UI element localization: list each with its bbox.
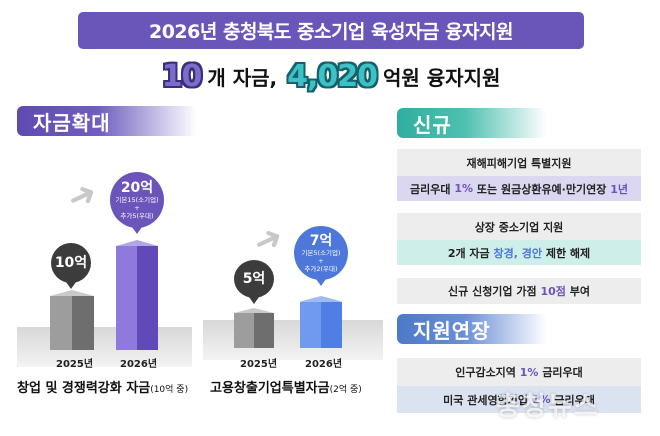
chart2-caption-text: 고용창출기업특별자금 <box>210 381 330 396</box>
new-item-listed-title: 상장 중소기업 지원 <box>397 213 641 240</box>
growth-arrow-icon: ➜ <box>60 171 104 221</box>
chart1-2026-detail-extra: 추가5(우대) <box>120 212 154 220</box>
text: 신규 신청기업 가점 <box>448 285 537 298</box>
highlight-funds: 창경, 경안 <box>493 246 543 260</box>
text: 제한 해제 <box>545 246 591 260</box>
text: 2개 자금 <box>447 246 490 260</box>
chart2-2026-detail-extra: 추가2(우대) <box>304 265 338 273</box>
highlight-period: 1년 <box>610 182 628 196</box>
section-heading-new: 신규 <box>397 108 547 138</box>
new-item-disaster-title: 재해피해기업 특별지원 <box>397 149 641 176</box>
extension-item-depopulation: 인구감소지역 1% 금리우대 <box>397 358 641 386</box>
chart2-2025-value-bubble: 5억 <box>234 260 274 304</box>
chart1-2026-detail-base: 기본15(소기업) <box>115 196 159 204</box>
chart1-caption: 창업 및 경쟁력강화 자금(10억 중) <box>17 377 188 396</box>
chart2-2026-value: 7억 <box>309 233 333 249</box>
text: 미국 관세영향기업 <box>443 393 528 407</box>
highlight-points: 10점 <box>540 285 566 298</box>
chart2-bar-2025 <box>234 308 274 348</box>
chart2-caption-note: (2억 중) <box>329 385 362 395</box>
highlight-rate: 1% <box>531 393 551 406</box>
section-heading-extension: 지원연장 <box>397 314 547 344</box>
chart1-2025-value-bubble: 10억 <box>51 243 91 289</box>
chart1-bar-2025 <box>50 290 94 350</box>
chart1-floor <box>17 327 192 367</box>
chart1-2025-value: 10억 <box>54 255 88 271</box>
chart2-floor <box>203 320 383 360</box>
total-amount-suffix: 억원 융자지원 <box>383 65 501 90</box>
chart1-caption-note: (10억 중) <box>150 385 189 395</box>
chart2-2026-detail-base: 기본5(소기업) <box>301 249 341 257</box>
total-amount: 4,020 <box>287 58 378 94</box>
highlight-rate: 1% <box>519 365 539 379</box>
growth-arrow-icon: ➜ <box>246 215 290 265</box>
chart2-bar-2026 <box>300 296 342 348</box>
chart2-2025-value: 5억 <box>242 271 266 287</box>
extension-item-us-tariff: 미국 관세영향기업 1% 금리우대 <box>397 386 641 413</box>
chart1-caption-text: 창업 및 경쟁력강화 자금 <box>17 381 151 396</box>
text: 또는 원금상환유예·만기연장 <box>476 182 607 196</box>
fund-count-suffix: 개 자금, <box>207 65 278 90</box>
chart2-year-2025: 2025년 <box>240 359 278 370</box>
new-item-listed-detail: 2개 자금 창경, 경안 제한 해제 <box>397 240 641 265</box>
chart1-2026-value: 20억 <box>120 180 154 196</box>
highlight-rate: 1% <box>454 182 474 195</box>
chart2-caption: 고용창출기업특별자금(2억 중) <box>210 377 362 396</box>
text: 인구감소지역 <box>455 366 516 379</box>
text: 부여 <box>569 285 590 298</box>
new-item-disaster-detail: 금리우대 1% 또는 원금상환유예·만기연장 1년 <box>397 176 641 201</box>
chart1-year-2026: 2026년 <box>120 359 158 370</box>
headline: 10 개 자금, 4,020 억원 융자지원 <box>0 55 660 97</box>
chart1-2026-value-bubble: 20억 기본15(소기업) + 추가5(우대) <box>110 172 164 234</box>
chart2-2026-value-bubble: 7억 기본5(소기업) + 추가2(우대) <box>294 226 348 286</box>
text: 금리우대 <box>410 182 451 196</box>
section-heading-expansion: 자금확대 <box>17 106 197 136</box>
chart1-bar-2026 <box>116 240 158 350</box>
chart1-2026-detail-plus: + <box>134 204 140 212</box>
new-item-bonus-points: 신규 신청기업 가점 10점 부여 <box>397 278 641 304</box>
chart2-2026-detail-plus: + <box>318 257 324 265</box>
fund-count: 10 <box>161 58 203 94</box>
text: 금리우대 <box>554 393 595 407</box>
watermark-logo: 충청뉴스 <box>496 392 600 422</box>
text: 금리우대 <box>542 366 583 379</box>
chart1-year-2025: 2025년 <box>56 359 94 370</box>
page-title: 2026년 충청북도 중소기업 육성자금 융자지원 <box>78 12 584 49</box>
chart2-year-2026: 2026년 <box>305 359 343 370</box>
